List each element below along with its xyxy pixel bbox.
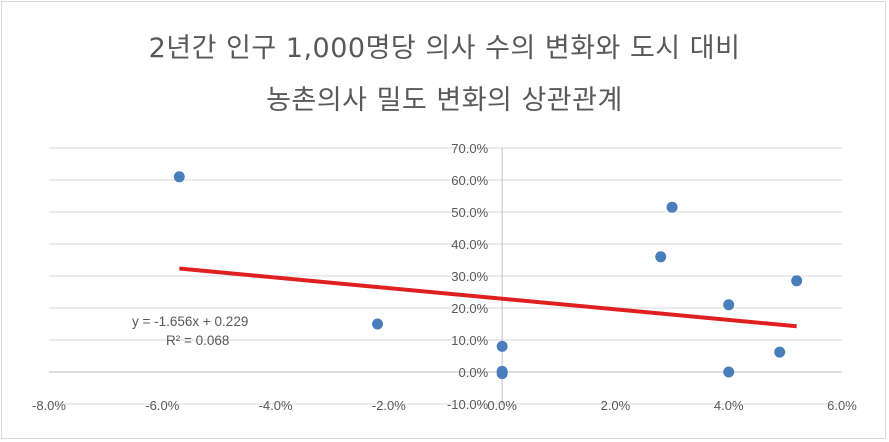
data-point (496, 340, 508, 352)
data-point (774, 346, 786, 358)
chart-title-line-2: 농촌의사 밀도 변화의 상관관계 (266, 85, 623, 116)
data-point (723, 366, 735, 378)
data-point (666, 201, 678, 213)
y-tick-label: 30.0% (451, 269, 488, 284)
chart-title-line-1: 2년간 인구 1,000명당 의사 수의 변화와 도시 대비 (148, 33, 741, 64)
data-point (791, 275, 803, 287)
y-tick-label: 50.0% (451, 205, 488, 220)
x-tick-label: 0.0% (487, 398, 517, 413)
y-tick-label: 10.0% (451, 333, 488, 348)
data-point (496, 368, 508, 380)
data-point (723, 299, 735, 311)
y-tick-label: 60.0% (451, 173, 488, 188)
y-tick-label: 20.0% (451, 301, 488, 316)
trendline (179, 266, 797, 329)
y-tick-label: 40.0% (451, 237, 488, 252)
data-point (173, 171, 185, 183)
data-point (655, 251, 667, 263)
x-tick-label: 2.0% (601, 398, 631, 413)
x-tick-label: 4.0% (714, 398, 744, 413)
trendline-r-squared: R² = 0.068 (166, 333, 229, 348)
y-tick-label: 70.0% (451, 141, 488, 156)
x-tick-label: -4.0% (259, 398, 293, 413)
x-tick-label: -8.0% (32, 398, 66, 413)
x-tick-label: -6.0% (145, 398, 179, 413)
x-tick-label: 6.0% (827, 398, 857, 413)
data-point (372, 318, 384, 330)
y-tick-label: -10.0% (447, 397, 489, 412)
x-tick-label: -2.0% (372, 398, 406, 413)
trendline-equation: y = -1.656x + 0.229 (132, 314, 248, 329)
y-tick-label: 0.0% (459, 365, 489, 380)
